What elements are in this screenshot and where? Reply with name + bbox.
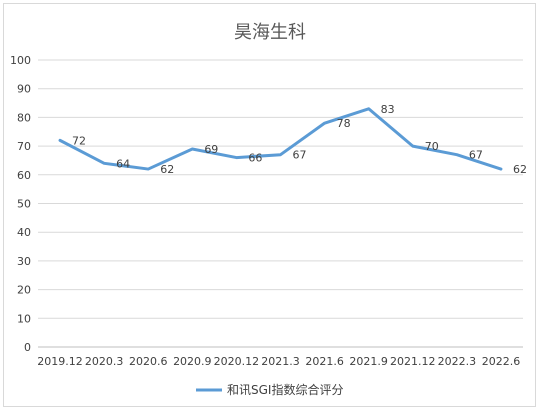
x-tick-label: 2021.3 xyxy=(261,355,300,368)
x-tick-label: 2022.3 xyxy=(438,355,477,368)
data-label: 67 xyxy=(469,149,483,162)
x-tick-label: 2019.12 xyxy=(37,355,83,368)
data-label: 66 xyxy=(248,152,262,165)
gridlines xyxy=(38,59,523,348)
x-tick-label: 2020.3 xyxy=(85,355,124,368)
y-tick-label: 20 xyxy=(17,284,31,297)
x-tick-label: 2021.9 xyxy=(349,355,388,368)
data-label: 62 xyxy=(160,163,174,176)
y-tick-label: 50 xyxy=(17,198,31,211)
y-tick-label: 30 xyxy=(17,255,31,268)
x-tick-label: 2021.12 xyxy=(390,355,436,368)
x-tick-label: 2020.6 xyxy=(129,355,168,368)
y-tick-label: 10 xyxy=(17,312,31,325)
data-label: 70 xyxy=(425,140,439,153)
y-tick-label: 90 xyxy=(17,83,31,96)
x-tick-label: 2020.9 xyxy=(173,355,212,368)
y-tick-label: 100 xyxy=(10,54,31,67)
y-tick-label: 60 xyxy=(17,169,31,182)
x-tick-label: 2020.12 xyxy=(214,355,260,368)
data-label: 78 xyxy=(337,117,351,130)
legend: 和讯SGI指数综合评分 xyxy=(196,382,343,397)
data-label: 83 xyxy=(381,103,395,116)
legend-label: 和讯SGI指数综合评分 xyxy=(227,382,343,397)
data-labels: 72 64 62 69 66 67 78 83 70 67 62 xyxy=(72,103,527,176)
y-tick-label: 0 xyxy=(24,341,31,354)
y-tick-label: 80 xyxy=(17,111,31,124)
data-label: 69 xyxy=(204,143,218,156)
chart-title: 昊海生科 xyxy=(234,22,306,43)
data-label: 72 xyxy=(72,134,86,147)
y-tick-label: 70 xyxy=(17,140,31,153)
data-label: 64 xyxy=(116,157,130,170)
chart-frame xyxy=(3,3,536,407)
series-line xyxy=(58,107,503,171)
x-tick-label: 2022.6 xyxy=(482,355,521,368)
y-tick-label: 40 xyxy=(17,226,31,239)
x-axis-ticks: 2019.12 2020.3 2020.6 2020.9 2020.12 2021.3 20… xyxy=(37,355,520,368)
x-tick-label: 2021.6 xyxy=(305,355,344,368)
data-label: 67 xyxy=(293,149,307,162)
data-label: 62 xyxy=(513,163,527,176)
y-axis-ticks: 0 10 20 30 40 50 60 70 80 90 100 xyxy=(10,54,31,354)
